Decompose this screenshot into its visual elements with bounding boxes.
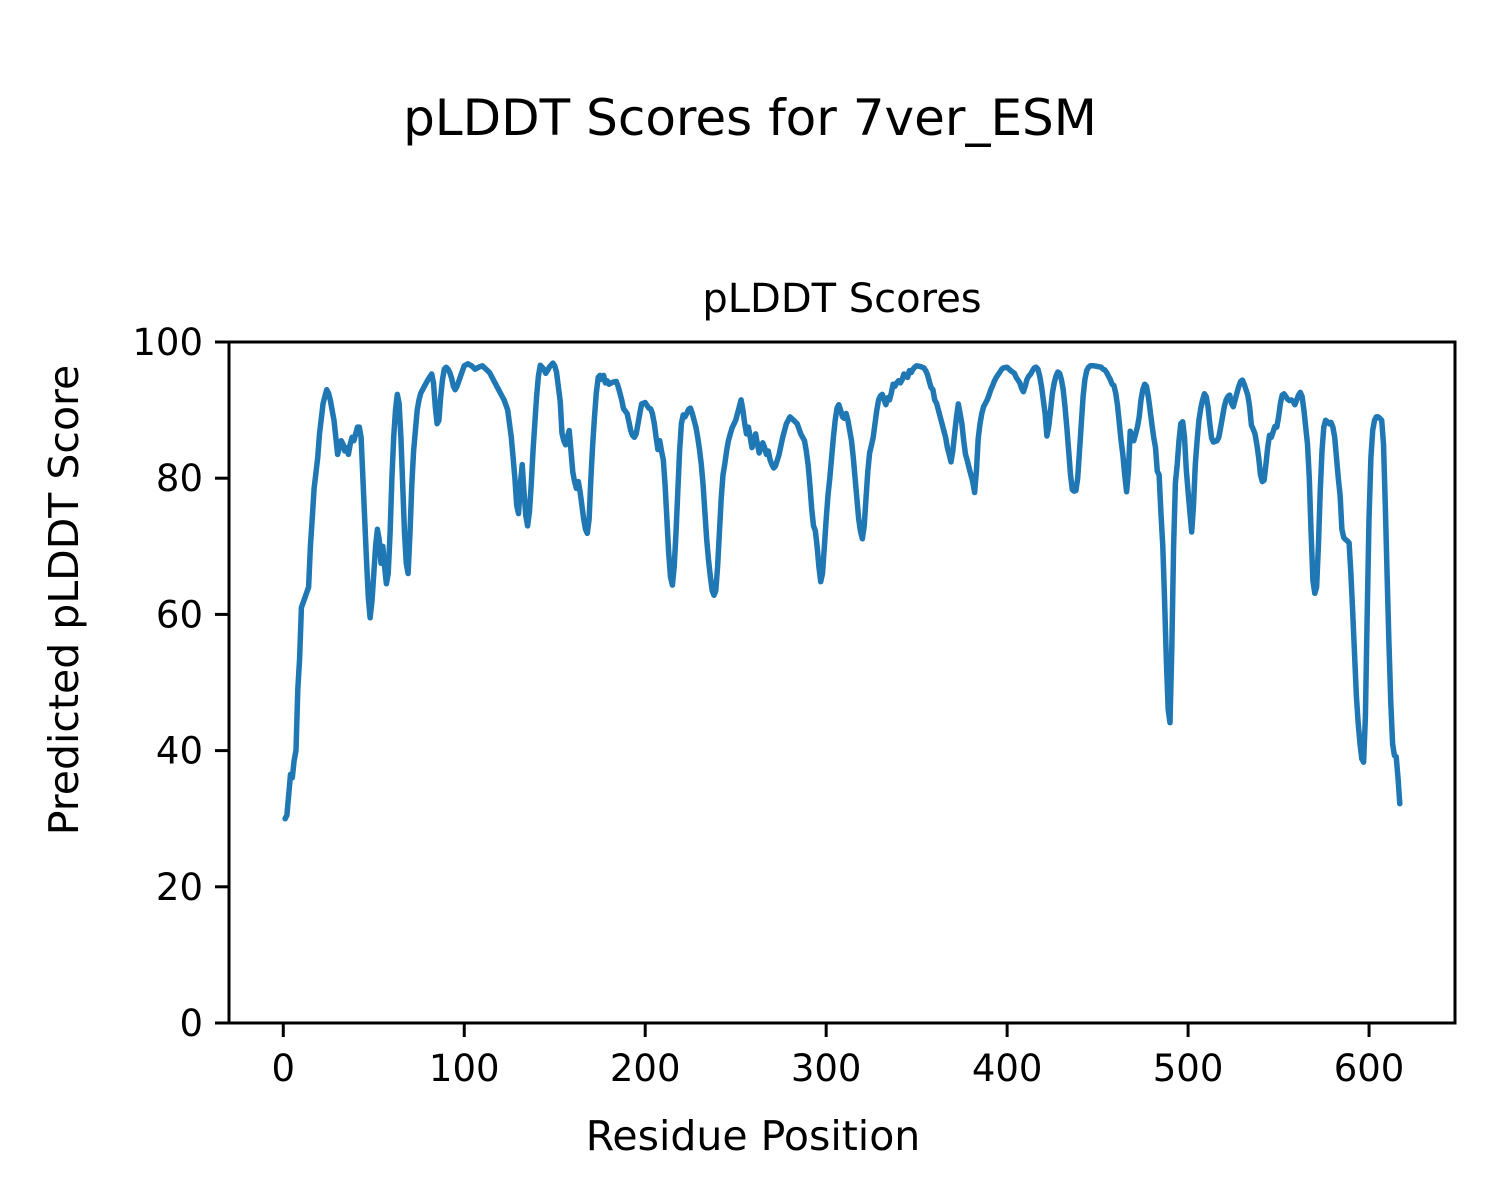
x-tick-label: 200: [610, 1047, 681, 1090]
plot-frame: [227, 340, 1457, 1025]
y-tick-label: 40: [156, 730, 203, 773]
ticks-layer: 0 100 200 300 400 500 600 0 20 40 60 80 100: [132, 321, 1404, 1090]
x-tick-label: 100: [429, 1047, 500, 1090]
y-tick-label: 20: [156, 866, 203, 909]
y-tick-label: 100: [132, 321, 203, 364]
y-tick-label: 0: [179, 1002, 203, 1045]
y-axis-label: Predicted pLDDT Score: [40, 365, 88, 835]
series-layer: [282, 360, 1403, 822]
x-tick-label: 500: [1153, 1047, 1224, 1090]
y-tick-label: 60: [156, 593, 203, 636]
x-tick-label: 600: [1334, 1047, 1405, 1090]
axes-title: pLDDT Scores: [702, 276, 981, 322]
plddt-line: [282, 360, 1403, 822]
y-tick-label: 80: [156, 457, 203, 500]
x-tick-label: 300: [791, 1047, 862, 1090]
figure-title: pLDDT Scores for 7ver_ESM: [403, 89, 1097, 147]
x-tick-label: 400: [972, 1047, 1043, 1090]
x-axis-label: Residue Position: [586, 1112, 921, 1160]
x-tick-label: 0: [272, 1047, 296, 1090]
